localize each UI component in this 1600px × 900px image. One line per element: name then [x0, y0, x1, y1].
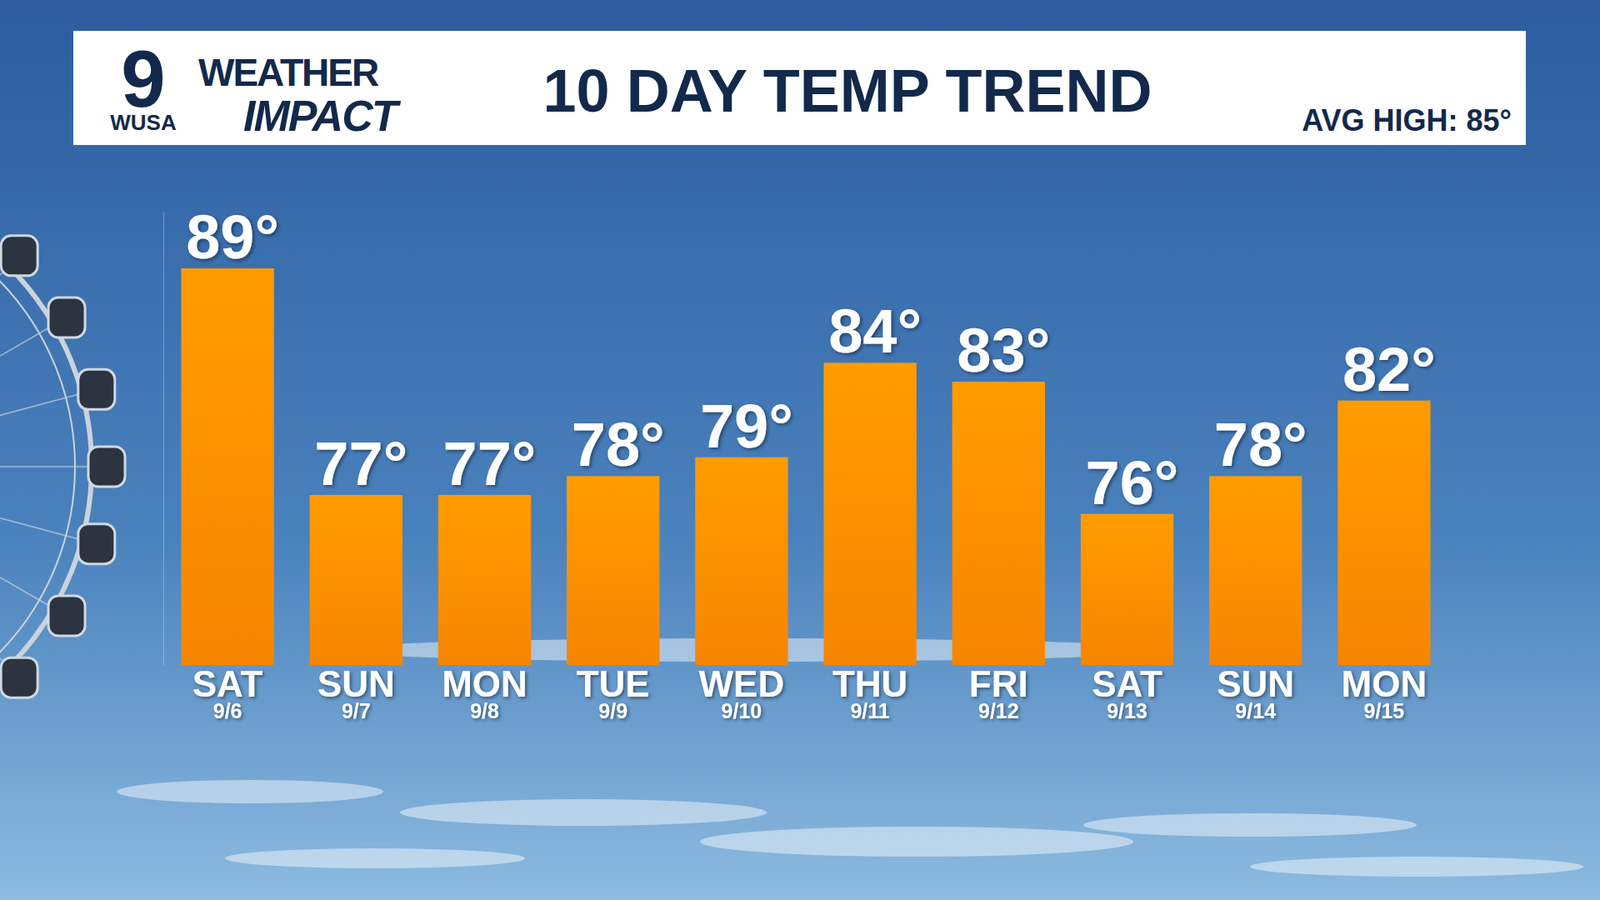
x-tick-date: 9/14 — [1235, 699, 1276, 723]
data-label: 83° — [956, 315, 1050, 385]
bar — [566, 475, 660, 665]
x-tick-day: WED — [699, 663, 785, 705]
logo-brand: WEATHER — [198, 50, 380, 95]
x-tick-label: FRI9/12 — [969, 663, 1029, 723]
cloud — [225, 848, 525, 869]
x-tick-date: 9/12 — [978, 699, 1020, 723]
cloud — [1083, 813, 1417, 837]
x-tick-date: 9/7 — [341, 699, 371, 723]
x-tick-day: MON — [1341, 663, 1428, 705]
x-tick: SUN9/14 — [1216, 663, 1295, 723]
wheel-gondola — [0, 235, 38, 276]
wheel-gondola — [78, 524, 115, 565]
x-tick-date: 9/10 — [721, 699, 763, 723]
x-tick-date: 9/6 — [213, 699, 243, 723]
header: 9WUSAWEATHERIMPACT10 DAY TEMP TRENDAVG H… — [73, 30, 1526, 145]
wheel-spoke — [0, 466, 54, 609]
x-tick: SAT9/13 — [1091, 663, 1163, 723]
bar — [438, 495, 531, 665]
wheel-gondola — [48, 595, 85, 636]
data-label: 78° — [1214, 410, 1308, 480]
bar — [695, 457, 788, 665]
cloud — [116, 780, 384, 804]
x-tick-day: SUN — [317, 663, 395, 705]
x-tick: SUN9/7 — [317, 663, 395, 723]
x-tick: MON9/15 — [1341, 663, 1428, 723]
bars — [180, 268, 1430, 665]
x-tick-date: 9/15 — [1364, 699, 1405, 723]
x-tick-day: SAT — [192, 663, 264, 705]
cloud — [1250, 856, 1584, 877]
wheel-spoke — [0, 266, 9, 467]
data-label: 84° — [828, 296, 922, 366]
x-tick-day: TUE — [576, 663, 650, 705]
data-labels: 89° 77° 77° 78° 79° 84° 83° 76° 78° 82° — [185, 202, 1436, 518]
background — [0, 0, 1600, 900]
data-label: 79° — [700, 391, 794, 461]
wheel-spoke — [0, 466, 82, 540]
x-tick: TUE9/9 — [576, 663, 650, 723]
cloud — [400, 799, 767, 826]
x-tick-label: SUN9/7 — [317, 663, 395, 723]
x-tick-label: WED9/10 — [699, 663, 785, 723]
x-tick: SAT9/6 — [192, 663, 264, 723]
y-axis — [163, 212, 165, 666]
x-tick-day: MON — [441, 663, 528, 705]
bar — [1209, 475, 1302, 665]
wheel-gondola — [88, 446, 125, 487]
x-tick: THU9/11 — [832, 663, 908, 723]
bar — [310, 495, 403, 665]
wheel-spoke — [0, 466, 9, 667]
bar — [823, 362, 916, 665]
wheel-rim — [0, 183, 92, 750]
x-tick-date: 9/11 — [850, 699, 890, 723]
y-axis-line — [163, 212, 165, 666]
clouds — [116, 638, 1584, 877]
wheel-spoke — [0, 325, 54, 467]
data-label: 76° — [1085, 448, 1180, 518]
cloud — [700, 826, 1134, 857]
wheel-spoke — [0, 393, 82, 467]
x-tick: MON9/8 — [441, 663, 528, 723]
data-label: 77° — [314, 429, 408, 499]
x-tick: WED9/10 — [699, 663, 785, 723]
subtitle: AVG HIGH: 85° — [1301, 103, 1512, 138]
x-tick-label: THU9/11 — [832, 663, 908, 723]
x-tick-date: 9/8 — [470, 699, 500, 723]
x-tick: FRI9/12 — [969, 663, 1029, 723]
header-box — [73, 30, 1526, 145]
title: 10 DAY TEMP TREND — [543, 57, 1153, 125]
x-tick-day: SAT — [1091, 663, 1163, 705]
logo-station: WUSA — [110, 110, 177, 135]
wheel-spoke — [0, 465, 92, 468]
x-tick-label: SAT9/13 — [1091, 663, 1163, 723]
wheel-gondola — [48, 297, 85, 338]
x-tick-label: SAT9/6 — [192, 663, 264, 723]
logo-brand: IMPACT — [243, 91, 402, 140]
x-tick-label: MON9/8 — [441, 663, 528, 723]
x-tick-day: SUN — [1216, 663, 1295, 705]
data-label: 77° — [443, 429, 537, 499]
data-label: 78° — [571, 410, 665, 480]
x-tick-date: 9/9 — [598, 699, 628, 723]
x-tick-label: TUE9/9 — [576, 663, 650, 723]
wheel-gondola — [78, 369, 115, 410]
x-tick-date: 9/13 — [1106, 699, 1148, 723]
wheel-gondola — [0, 657, 38, 698]
bar — [180, 268, 274, 665]
bar — [1337, 400, 1430, 665]
x-axis: SAT9/6SUN9/7MON9/8TUE9/9WED9/10THU9/11FR… — [192, 663, 1427, 723]
x-tick-label: MON9/15 — [1341, 663, 1428, 723]
bar — [952, 381, 1045, 665]
bar — [1080, 514, 1174, 665]
chart: 9WUSAWEATHERIMPACT10 DAY TEMP TRENDAVG H… — [0, 0, 1600, 900]
x-tick-day: THU — [832, 663, 908, 705]
ferris-wheel — [0, 183, 125, 750]
data-label: 89° — [185, 202, 280, 272]
x-tick-day: FRI — [969, 663, 1029, 705]
data-label: 82° — [1342, 335, 1436, 405]
x-tick-label: SUN9/14 — [1216, 663, 1295, 723]
